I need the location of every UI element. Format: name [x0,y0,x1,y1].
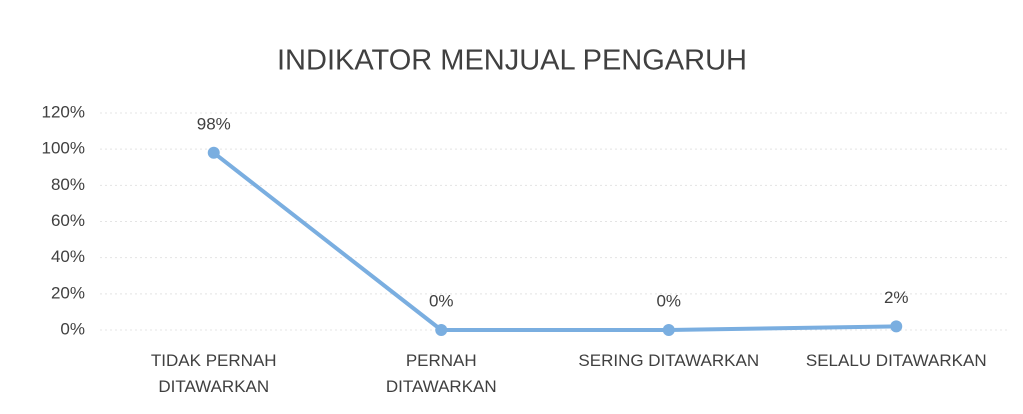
data-label: 2% [884,288,909,307]
y-tick-label: 120% [42,102,85,121]
marker [890,320,903,333]
marker [207,146,220,159]
y-tick-label: 80% [51,175,85,194]
x-tick-label: TIDAK PERNAH DITAWARKAN [150,351,277,396]
chart-title: INDIKATOR MENJUAL PENGARUH [277,45,747,77]
y-tick-label: 20% [51,283,85,302]
x-tick-label: PERNAH DITAWARKAN [385,351,497,396]
line [212,151,897,332]
y-tick-label: 100% [42,139,85,158]
data-label: 0% [429,291,454,310]
y-tick-label: 40% [51,247,85,266]
x-tick-label: SERING DITAWARKAN [578,351,760,370]
data-label: 98% [197,114,231,133]
x-tick-label: SELALU DITAWARKAN [805,351,987,370]
marker [662,324,675,336]
y-tick-label: 0% [60,319,85,338]
y-tick-label: 60% [51,211,85,230]
marker [435,324,448,336]
data-label: 0% [656,291,681,310]
